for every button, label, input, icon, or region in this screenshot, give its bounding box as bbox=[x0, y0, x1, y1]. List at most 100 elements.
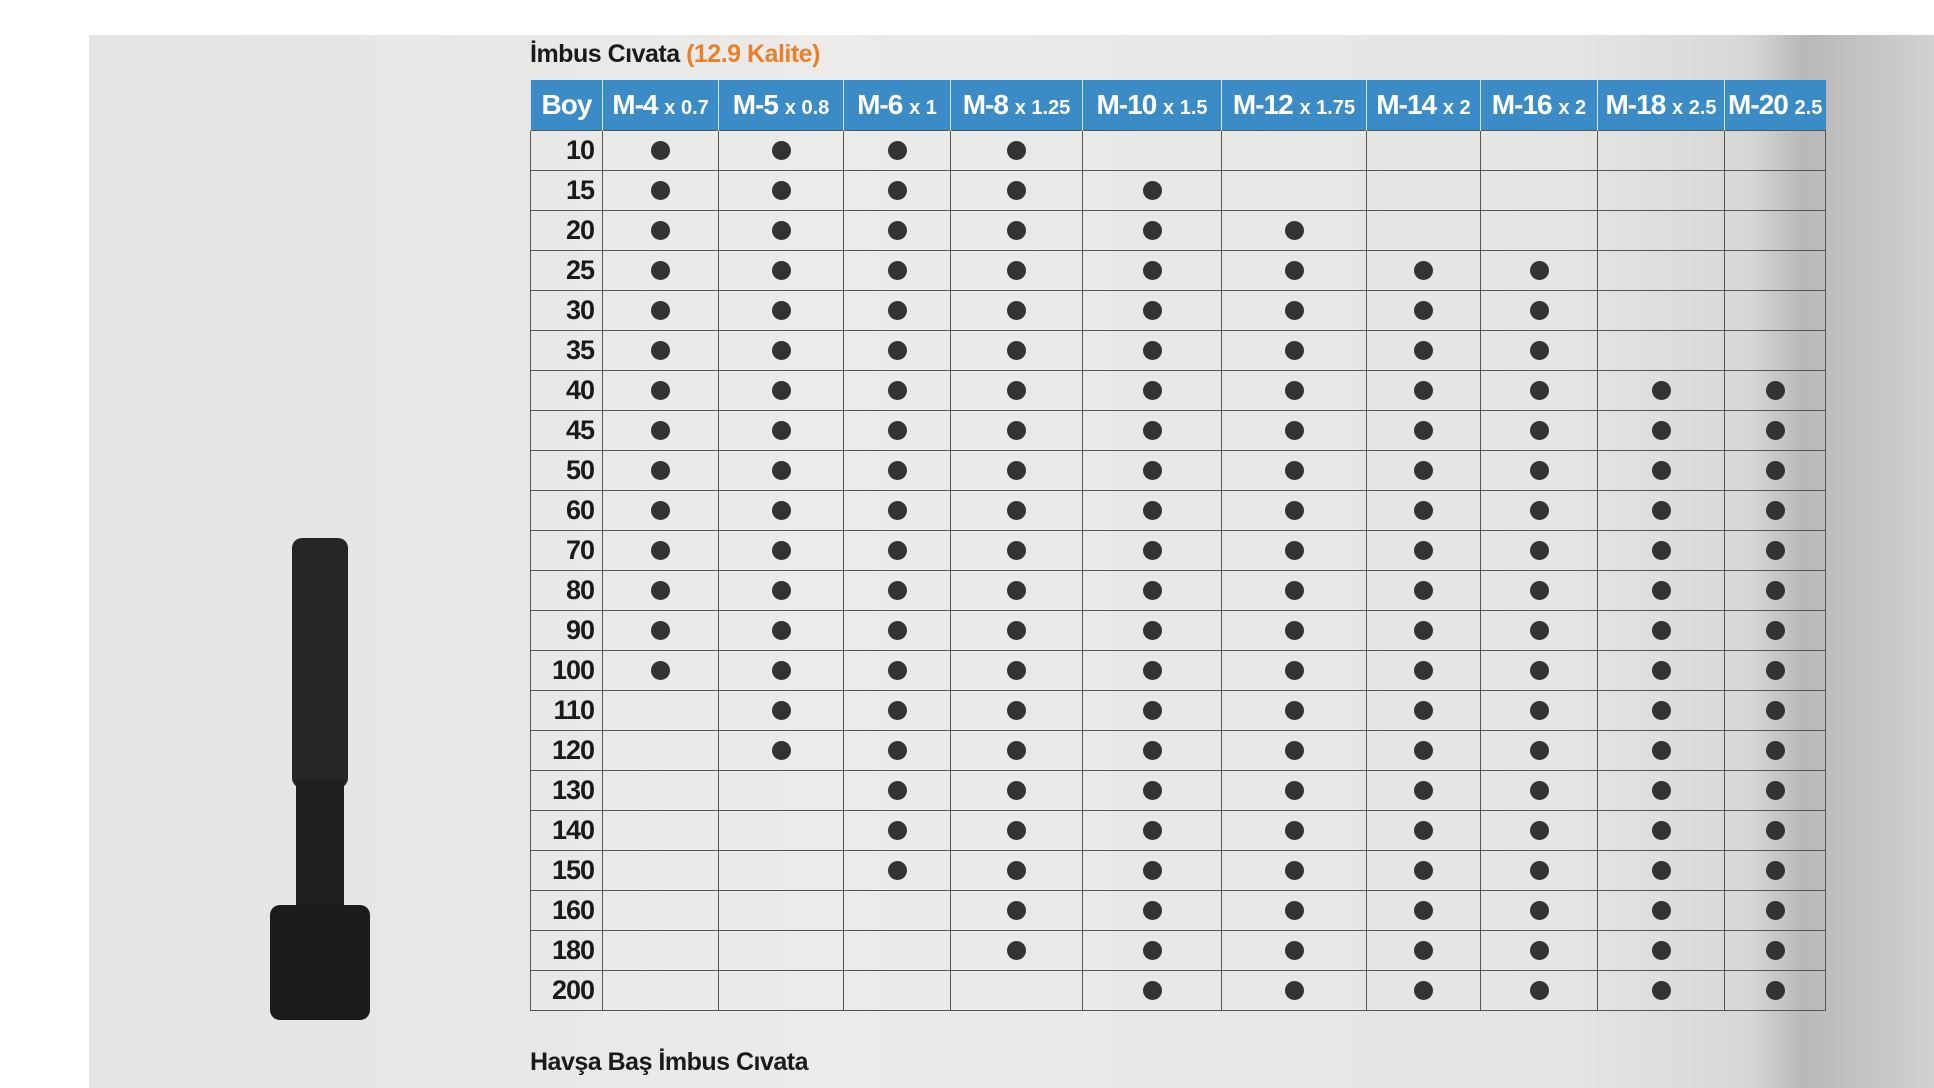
cell bbox=[1597, 890, 1725, 931]
availability-dot bbox=[1414, 301, 1433, 320]
table-row: 160 bbox=[530, 890, 1826, 931]
column-header: M-20 2.5 bbox=[1724, 80, 1826, 131]
availability-dot bbox=[1142, 941, 1162, 960]
cell bbox=[602, 890, 719, 931]
cell bbox=[843, 330, 951, 371]
cell bbox=[1366, 290, 1481, 331]
availability-dot bbox=[771, 501, 791, 520]
cell bbox=[1724, 890, 1826, 931]
availability-dot bbox=[1142, 221, 1162, 240]
availability-dot bbox=[1284, 421, 1304, 440]
cell bbox=[843, 650, 951, 691]
availability-dot bbox=[1142, 661, 1162, 680]
availability-dot bbox=[651, 621, 670, 640]
cell bbox=[1480, 770, 1598, 811]
availability-dot bbox=[1529, 461, 1549, 480]
availability-dot bbox=[1142, 821, 1162, 840]
size: M-20 bbox=[1728, 89, 1789, 120]
availability-dot bbox=[1007, 941, 1026, 960]
cell bbox=[718, 370, 844, 411]
availability-dot bbox=[1414, 261, 1433, 280]
boy-cell: 110 bbox=[530, 690, 603, 731]
cell bbox=[1221, 210, 1367, 251]
availability-dot bbox=[887, 741, 907, 760]
availability-dot bbox=[651, 301, 670, 320]
cell bbox=[1597, 170, 1725, 211]
cell bbox=[1480, 410, 1598, 451]
cell bbox=[950, 290, 1083, 331]
cell bbox=[1480, 250, 1598, 291]
availability-dot bbox=[1414, 461, 1433, 480]
availability-dot bbox=[771, 221, 791, 240]
cell bbox=[1597, 850, 1725, 891]
table-row: 25 bbox=[530, 250, 1826, 291]
availability-dot bbox=[1142, 301, 1162, 320]
availability-dot bbox=[771, 461, 791, 480]
cell bbox=[718, 450, 844, 491]
availability-dot bbox=[1142, 701, 1162, 720]
cell bbox=[1221, 930, 1367, 971]
availability-dot bbox=[1765, 941, 1785, 960]
cell bbox=[1724, 330, 1826, 371]
cell bbox=[602, 930, 719, 971]
availability-dot bbox=[1284, 541, 1304, 560]
cell bbox=[1597, 970, 1725, 1011]
availability-dot bbox=[1765, 741, 1785, 760]
availability-dot bbox=[1142, 381, 1162, 400]
availability-dot bbox=[651, 141, 670, 160]
availability-dot bbox=[1651, 901, 1671, 920]
cell bbox=[1221, 970, 1367, 1011]
availability-dot bbox=[1007, 541, 1026, 560]
availability-dot bbox=[1651, 861, 1671, 880]
cell bbox=[1597, 530, 1725, 571]
cell bbox=[843, 850, 951, 891]
cell bbox=[1366, 810, 1481, 851]
availability-dot bbox=[1142, 981, 1162, 1000]
boy-cell: 130 bbox=[530, 770, 603, 811]
availability-dot bbox=[1142, 901, 1162, 920]
availability-dot bbox=[771, 701, 791, 720]
column-header: M-4 x 0.7 bbox=[602, 80, 719, 131]
availability-dot bbox=[1007, 861, 1026, 880]
cell bbox=[718, 610, 844, 651]
cell bbox=[843, 250, 951, 291]
cell bbox=[1480, 810, 1598, 851]
cell bbox=[1221, 730, 1367, 771]
column-header: M-5 x 0.8 bbox=[718, 80, 844, 131]
availability-dot bbox=[1142, 861, 1162, 880]
availability-dot bbox=[1529, 301, 1549, 320]
bolt-photo bbox=[270, 538, 370, 1020]
cell bbox=[1724, 410, 1826, 451]
availability-dot bbox=[771, 541, 791, 560]
cell bbox=[843, 970, 951, 1011]
cell bbox=[1480, 450, 1598, 491]
cell bbox=[843, 290, 951, 331]
cell bbox=[1082, 450, 1222, 491]
cell bbox=[1082, 690, 1222, 731]
availability-dot bbox=[1414, 701, 1433, 720]
availability-dot bbox=[1529, 581, 1549, 600]
pitch: 2.5 bbox=[1794, 97, 1823, 119]
availability-dot bbox=[887, 701, 907, 720]
cell bbox=[1082, 770, 1222, 811]
availability-dot bbox=[887, 661, 907, 680]
cell bbox=[1597, 490, 1725, 531]
table-row: 110 bbox=[530, 690, 1826, 731]
cell bbox=[1724, 170, 1826, 211]
cell bbox=[1082, 210, 1222, 251]
cell bbox=[1366, 570, 1481, 611]
cell bbox=[1597, 450, 1725, 491]
availability-dot bbox=[1765, 781, 1785, 800]
availability-dot bbox=[1007, 621, 1026, 640]
availability-dot bbox=[1529, 701, 1549, 720]
cell bbox=[1082, 130, 1222, 171]
cell bbox=[718, 570, 844, 611]
cell bbox=[718, 730, 844, 771]
availability-dot bbox=[1414, 861, 1433, 880]
title: İmbus Cıvata bbox=[530, 40, 680, 68]
boy-cell: 20 bbox=[530, 210, 603, 251]
next-table-title: Havşa Baş İmbus Cıvata bbox=[530, 1048, 809, 1076]
size: M-12 bbox=[1232, 89, 1294, 120]
availability-dot bbox=[1284, 621, 1304, 640]
